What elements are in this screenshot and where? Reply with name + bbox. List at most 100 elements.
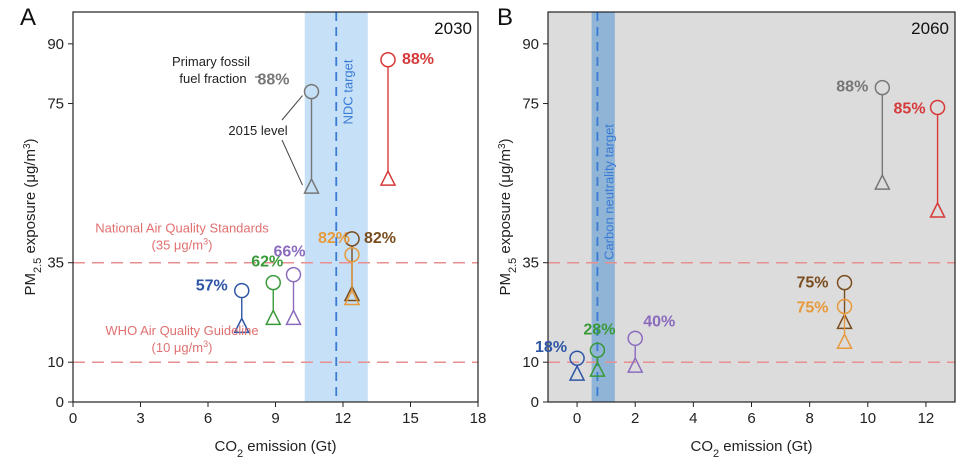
marker-triangle bbox=[233, 316, 250, 334]
marker-circle bbox=[589, 342, 606, 359]
data-label: 75% bbox=[796, 299, 828, 316]
y-tick-label: 10 bbox=[47, 354, 64, 371]
annotation-leader-triangle bbox=[281, 139, 303, 186]
marker-triangle bbox=[874, 173, 891, 190]
x-tick-label: 0 bbox=[69, 410, 77, 427]
y-tick-label: 0 bbox=[56, 394, 64, 411]
y-tick-label: 35 bbox=[47, 255, 64, 272]
marker-circle bbox=[836, 274, 853, 291]
reference-label-line2: (10 μg/m3) bbox=[152, 339, 213, 355]
data-label: 85% bbox=[894, 101, 926, 118]
marker-triangle bbox=[627, 356, 644, 373]
marker-triangle bbox=[589, 360, 606, 377]
series-green: 62% bbox=[251, 254, 283, 326]
reference-label-line2: (35 μg/m3) bbox=[152, 237, 213, 253]
data-label: 66% bbox=[273, 244, 305, 261]
y-tick-label: 75 bbox=[522, 96, 539, 113]
marker-triangle bbox=[379, 169, 397, 186]
marker-circle bbox=[303, 83, 320, 100]
x-axis-label: CO2 emission (Gt) bbox=[691, 438, 813, 460]
x-tick-label: 6 bbox=[747, 410, 755, 427]
y-tick-label: 10 bbox=[522, 354, 539, 371]
marker-triangle bbox=[285, 308, 302, 326]
panel-a: NDC target 0 3 6 9 12 15 18 0 10 35 75 90 CO2 emissio… bbox=[20, 4, 486, 460]
target-label: Carbon neutrality target bbox=[601, 124, 616, 260]
x-tick-label: 2 bbox=[631, 410, 639, 427]
x-axis-label: CO2 emission (Gt) bbox=[215, 438, 337, 460]
marker-circle bbox=[627, 330, 643, 347]
x-tick-label: 8 bbox=[805, 410, 813, 427]
plot-frame bbox=[72, 11, 479, 403]
marker-circle bbox=[836, 298, 853, 315]
reference-label-line1: WHO Air Quality Guideline bbox=[105, 323, 258, 338]
series-grey: 88% bbox=[836, 79, 891, 190]
data-label: 28% bbox=[583, 321, 615, 338]
x-tick-label: 12 bbox=[918, 410, 935, 427]
marker-circle bbox=[285, 266, 302, 283]
marker-triangle bbox=[929, 201, 946, 218]
data-label: 62% bbox=[251, 254, 283, 271]
x-tick-label: 15 bbox=[402, 410, 419, 427]
y-tick-label: 35 bbox=[522, 255, 539, 272]
series-brown: 75% bbox=[796, 274, 853, 330]
series-red: 88% bbox=[379, 51, 434, 186]
panel-letter: B bbox=[497, 4, 513, 31]
x-tick-label: 4 bbox=[689, 410, 697, 427]
year-label: 2060 bbox=[911, 19, 949, 38]
y-axis-label: PM2.5 exposure (μg/m3) bbox=[497, 138, 520, 295]
series-blue: 57% bbox=[196, 278, 250, 334]
series-green: 28% bbox=[583, 321, 615, 377]
marker-triangle bbox=[836, 332, 853, 350]
data-label: 88% bbox=[257, 72, 289, 89]
data-label: 82% bbox=[364, 230, 396, 247]
x-tick-label: 10 bbox=[859, 410, 876, 427]
x-tick-label: 0 bbox=[573, 410, 581, 427]
marker-triangle bbox=[343, 284, 361, 302]
y-tick-label: 75 bbox=[47, 96, 64, 113]
marker-circle bbox=[234, 282, 250, 299]
series-purple: 40% bbox=[627, 313, 675, 373]
marker-circle bbox=[380, 52, 396, 68]
data-label: 82% bbox=[318, 230, 350, 247]
series-orange: 75% bbox=[796, 298, 853, 350]
panel-b: Carbon neutrality target 0 2 4 6 8 10 12 0 10 35 75… bbox=[497, 4, 956, 460]
x-tick-label: 12 bbox=[335, 410, 352, 427]
series-orange: 82% bbox=[318, 230, 361, 306]
data-label: 57% bbox=[196, 278, 228, 295]
reference-label-line1: National Air Quality Standards bbox=[95, 221, 269, 236]
marker-triangle bbox=[568, 364, 586, 381]
marker-triangle bbox=[303, 177, 320, 194]
data-label: 40% bbox=[643, 313, 675, 330]
annotation-2015-level: 2015 level bbox=[228, 123, 287, 138]
marker-triangle bbox=[265, 308, 282, 326]
x-tick-label: 3 bbox=[136, 410, 144, 427]
x-tick-label: 6 bbox=[204, 410, 212, 427]
plot-background bbox=[548, 12, 955, 402]
y-tick-label: 0 bbox=[531, 394, 539, 411]
y-axis-label: PM2.5 exposure (μg/m3) bbox=[22, 138, 45, 295]
y-tick-label: 90 bbox=[47, 36, 64, 53]
series-red: 85% bbox=[894, 99, 946, 218]
series-grey: 88% bbox=[257, 72, 320, 194]
annotation-leader-circle bbox=[281, 95, 303, 121]
data-label: 88% bbox=[402, 51, 434, 68]
series-blue: 18% bbox=[535, 339, 586, 381]
data-label: 88% bbox=[836, 79, 868, 96]
marker-triangle bbox=[343, 288, 361, 306]
marker-circle bbox=[344, 247, 360, 263]
year-label: 2030 bbox=[434, 19, 472, 38]
data-label: 75% bbox=[796, 275, 828, 292]
annotation-fossil-line2: fuel fraction bbox=[179, 71, 246, 86]
data-label: 18% bbox=[535, 339, 567, 356]
marker-circle bbox=[344, 231, 360, 247]
marker-circle bbox=[265, 274, 281, 291]
y-tick-label: 90 bbox=[522, 36, 539, 53]
x-tick-label: 9 bbox=[271, 410, 279, 427]
marker-circle bbox=[874, 79, 891, 96]
target-label: NDC target bbox=[340, 59, 355, 124]
panel-letter: A bbox=[20, 4, 36, 31]
marker-circle bbox=[929, 99, 946, 116]
x-tick-label: 18 bbox=[470, 410, 487, 427]
annotation-fossil-line1: Primary fossil bbox=[172, 54, 250, 69]
